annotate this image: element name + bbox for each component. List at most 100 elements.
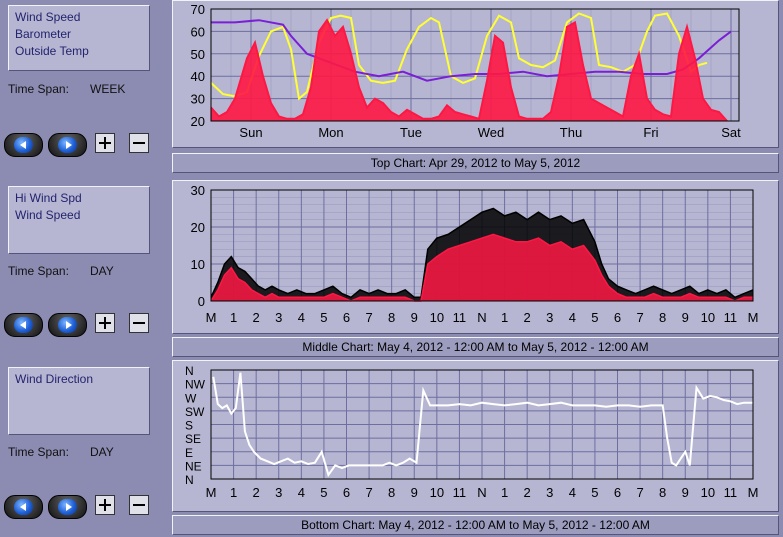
plus-icon [104, 137, 106, 149]
x-tick-label: 5 [320, 485, 327, 500]
minus-icon [133, 142, 145, 144]
zoom-in-button[interactable] [95, 133, 115, 153]
x-tick-label: 10 [430, 485, 444, 500]
x-tick-label: 10 [701, 310, 715, 325]
x-tick-label: 9 [411, 310, 418, 325]
wind-speed-series [210, 233, 753, 302]
y-tick-label: W [185, 391, 197, 405]
series-item: Outside Temp [15, 44, 89, 58]
y-tick-label: 50 [191, 47, 205, 62]
x-tick-label: 8 [388, 485, 395, 500]
x-tick-label: 10 [701, 485, 715, 500]
y-tick-label: S [185, 419, 193, 433]
bottom-chart[interactable]: N NE E SE S SW W NW N M 1 2 3 4 5 6 7 8 9 10 11 N 1 2 3 4 5 6 7 8 9 10 1… [172, 360, 779, 512]
prev-button[interactable] [4, 133, 43, 157]
x-tick-label: Fri [643, 125, 658, 140]
time-span-label: Time Span: [8, 264, 69, 278]
y-tick-label: NE [185, 459, 202, 473]
prev-button[interactable] [4, 495, 43, 519]
x-tick-label: 11 [453, 485, 467, 500]
x-tick-label: Sat [721, 125, 741, 140]
time-span-label: Time Span: [8, 82, 69, 96]
x-tick-label: 4 [569, 485, 576, 500]
outside-temp-series [210, 12, 708, 101]
x-tick-label: 10 [430, 310, 444, 325]
left-arrow-icon [14, 137, 33, 153]
x-tick-label: 11 [453, 310, 467, 325]
x-tick-label: 11 [724, 485, 738, 500]
series-list-middle: Hi Wind Spd Wind Speed [8, 186, 150, 254]
zoom-out-button[interactable] [129, 495, 149, 515]
minus-icon [133, 504, 145, 506]
next-button[interactable] [48, 133, 87, 157]
time-span-value[interactable]: DAY [90, 445, 114, 459]
wind-speed-series [210, 18, 728, 122]
time-span-value[interactable]: DAY [90, 264, 114, 278]
next-button[interactable] [48, 313, 87, 337]
plot-area [210, 369, 754, 480]
y-tick-label: 20 [191, 114, 205, 129]
right-arrow-icon [58, 317, 77, 333]
nav-controls-middle [4, 313, 164, 339]
zoom-out-button[interactable] [129, 133, 149, 153]
x-tick-label: 3 [275, 310, 282, 325]
zoom-in-button[interactable] [95, 495, 115, 515]
series-item: Wind Speed [15, 10, 81, 24]
x-tick-label: 1 [230, 310, 237, 325]
x-tick-label: Mon [318, 125, 343, 140]
x-tick-label: Wed [478, 125, 505, 140]
x-tick-label: 4 [569, 310, 576, 325]
barometer-series [211, 19, 732, 82]
time-span-top: Time Span: WEEK [8, 82, 125, 96]
hi-wind-spd-series [210, 207, 754, 299]
x-tick-label: 6 [343, 310, 350, 325]
series-item: Hi Wind Spd [15, 191, 82, 205]
prev-button[interactable] [4, 313, 43, 337]
y-tick-label: 40 [191, 69, 205, 84]
y-tick-label: 70 [191, 2, 205, 17]
nav-controls-bottom [4, 495, 164, 521]
wind-direction-series [212, 372, 753, 478]
series-list-bottom: Wind Direction [8, 367, 150, 435]
left-arrow-icon [14, 499, 33, 515]
x-tick-label: Tue [400, 125, 422, 140]
time-span-middle: Time Span: DAY [8, 264, 114, 278]
series-item: Wind Direction [15, 372, 94, 386]
zoom-in-button[interactable] [95, 313, 115, 333]
next-button[interactable] [48, 495, 87, 519]
x-tick-label: Thu [560, 125, 582, 140]
left-arrow-icon [14, 317, 33, 333]
bottom-chart-caption: Bottom Chart: May 4, 2012 - 12:00 AM to … [172, 515, 779, 535]
y-tick-label: 30 [191, 183, 205, 198]
x-tick-label: 6 [614, 485, 621, 500]
time-span-value[interactable]: WEEK [90, 82, 126, 96]
y-tick-label: 0 [198, 294, 205, 309]
x-tick-label: 2 [253, 310, 260, 325]
x-tick-label: 8 [659, 485, 666, 500]
top-chart[interactable]: 20 30 40 50 60 70 Sun Mon Tue Wed Thu Fri Sat [172, 0, 779, 148]
right-arrow-icon [58, 499, 77, 515]
x-tick-label: 4 [298, 310, 305, 325]
y-tick-label: 20 [191, 220, 205, 235]
y-tick-label: 30 [191, 92, 205, 107]
x-tick-label: 5 [320, 310, 327, 325]
series-list-top: Wind Speed Barometer Outside Temp [8, 5, 150, 71]
x-tick-label: 8 [388, 310, 395, 325]
series-item: Barometer [15, 27, 72, 41]
x-tick-label: 4 [298, 485, 305, 500]
zoom-out-button[interactable] [129, 313, 149, 333]
middle-chart[interactable]: 0 10 20 30 M 1 2 3 4 5 6 7 8 9 10 11 N 1 2 3 4 5 6 7 8 9 10 11 M [172, 180, 779, 334]
y-tick-label: 60 [191, 24, 205, 39]
y-tick-label: SW [185, 405, 205, 419]
x-tick-label: 3 [546, 485, 553, 500]
x-tick-label: 7 [365, 485, 372, 500]
time-span-label: Time Span: [8, 445, 69, 459]
x-tick-label: 6 [343, 485, 350, 500]
x-tick-label: M [206, 485, 217, 500]
x-tick-label: 3 [275, 485, 282, 500]
y-tick-label: SE [185, 432, 201, 446]
time-span-bottom: Time Span: DAY [8, 445, 114, 459]
x-tick-label: M [748, 310, 759, 325]
